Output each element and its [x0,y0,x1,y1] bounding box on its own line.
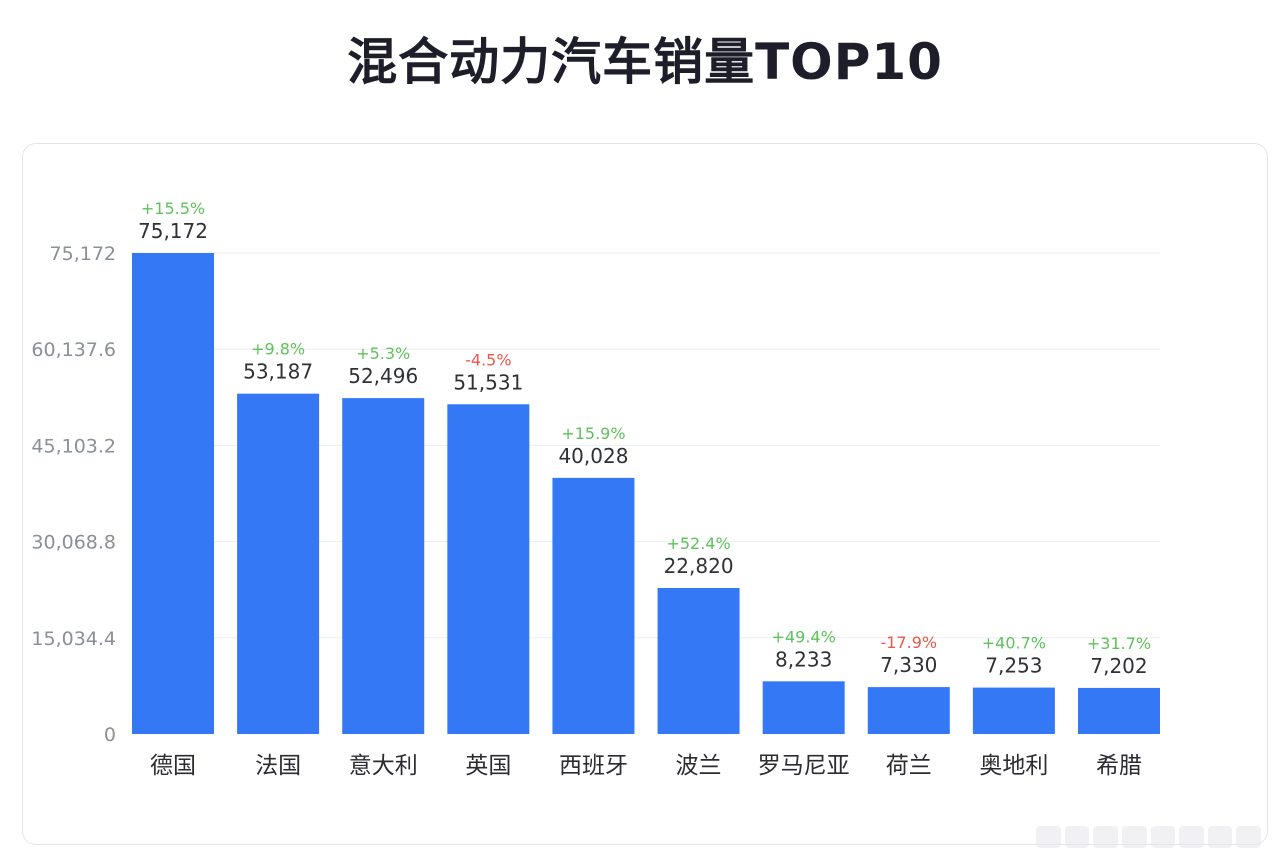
x-axis-categories: 德国 法国 意大利 英国 西班牙 波兰 罗马尼亚 荷兰 奥地利 希腊 [150,753,1142,779]
bar-6[interactable] [657,587,740,734]
page-title: 混合动力汽车销量TOP10 [347,33,943,91]
change-label: +15.5% [141,199,205,218]
bar-8[interactable] [867,687,950,734]
y-axis-ticks: 0 15,034.4 30,068.8 45,103.2 60,137.6 75,172 [31,243,116,746]
change-label: +9.8% [251,340,305,359]
x-category-label: 荷兰 [886,753,932,779]
chart-card [22,143,1268,845]
watermark [1036,826,1261,848]
bar-3[interactable] [342,398,425,734]
value-label: 40,028 [558,444,628,468]
value-label: 53,187 [243,360,313,384]
y-tick-label: 30,068.8 [31,532,116,554]
change-label: +31.7% [1087,634,1151,653]
bar-10[interactable] [1078,687,1160,734]
y-tick-label: 60,137.6 [31,339,116,361]
value-label: 7,253 [985,654,1042,678]
bar-7[interactable] [762,681,845,734]
x-category-label: 波兰 [676,753,722,779]
x-category-label: 奥地利 [979,753,1048,779]
value-label: 52,496 [348,364,418,388]
y-tick-label: 0 [104,724,116,746]
x-category-label: 德国 [150,753,196,779]
y-tick-label: 15,034.4 [31,628,116,650]
x-category-label: 英国 [465,753,511,779]
change-label: +40.7% [982,634,1046,653]
change-label: -17.9% [880,633,937,652]
bar-9[interactable] [972,687,1055,734]
x-category-label: 罗马尼亚 [758,753,850,779]
y-tick-label: 45,103.2 [31,435,116,457]
value-label: 22,820 [664,554,734,578]
x-category-label: 意大利 [349,753,418,779]
bar-2[interactable] [237,393,320,734]
change-label: -4.5% [465,350,511,369]
value-label: 75,172 [138,219,208,243]
x-category-label: 希腊 [1096,753,1142,779]
y-tick-label: 75,172 [50,243,116,265]
change-label: +49.4% [772,627,836,646]
bars [132,253,1160,734]
value-label: 7,330 [880,653,937,677]
value-label: 7,202 [1090,654,1147,678]
value-label: 51,531 [453,370,523,394]
x-category-label: 法国 [255,753,301,779]
x-category-label: 西班牙 [559,753,628,779]
bar-1[interactable] [132,253,214,734]
bar-labels: 75,172+15.5% 53,187+9.8% 52,496+5.3% 51,531… [138,199,1151,678]
change-label: +15.9% [561,424,625,443]
value-label: 8,233 [775,647,832,671]
bar-4[interactable] [447,404,530,734]
change-label: +52.4% [666,534,730,553]
bar-5[interactable] [552,477,635,734]
change-label: +5.3% [356,344,410,363]
